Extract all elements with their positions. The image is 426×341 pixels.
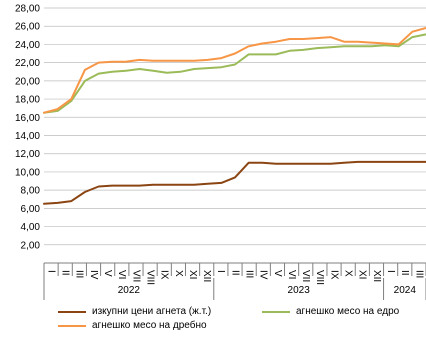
x-tick-label-25: II [399, 270, 410, 276]
y-tick-label-5: 12,00 [15, 149, 40, 160]
x-tick-label-9: X [173, 270, 184, 277]
legend-swatch-retail [58, 324, 86, 327]
y-tick-label-2: 6,00 [21, 204, 41, 215]
x-tick-label-17: VI [286, 270, 297, 279]
y-tick-label-6: 14,00 [15, 131, 40, 142]
year-label-1: 2023 [288, 285, 311, 296]
x-tick-label-20: IX [328, 270, 339, 280]
x-tick-label-1: II [60, 270, 71, 276]
x-tick-label-5: VI [116, 270, 127, 279]
x-tick-label-15: IV [258, 270, 269, 280]
x-tick-label-16: V [272, 270, 283, 277]
y-tick-label-0: 2,00 [21, 240, 41, 251]
legend-item-wholesale: агнешко месо на едро [262, 306, 399, 317]
y-tick-label-10: 22,00 [15, 58, 40, 69]
x-tick-label-23: XII [371, 270, 382, 282]
legend-swatch-wholesale [262, 310, 290, 313]
x-tick-label-10: XI [187, 270, 198, 279]
series-line-2 [43, 27, 426, 114]
y-tick-label-13: 28,00 [15, 4, 40, 15]
x-tick-label-21: X [343, 270, 354, 277]
x-tick-label-3: IV [88, 270, 99, 280]
x-tick-label-14: III [244, 270, 255, 278]
x-tick-label-26: III [413, 270, 424, 278]
x-tick-label-4: V [102, 270, 113, 277]
x-tick-label-12: I [215, 270, 226, 273]
legend-item-purchase-prices: изкупни цени агнета (ж.т.) [58, 306, 211, 317]
y-tick-label-8: 18,00 [15, 95, 40, 106]
x-tick-label-13: II [229, 270, 240, 276]
y-tick-label-4: 10,00 [15, 167, 40, 178]
y-tick-label-11: 24,00 [15, 40, 40, 51]
x-tick-label-22: XI [357, 270, 368, 279]
x-tick-label-18: VII [300, 270, 311, 282]
x-tick-label-6: VII [130, 270, 141, 282]
y-tick-label-1: 4,00 [21, 222, 41, 233]
year-label-2: 2024 [394, 285, 417, 296]
year-label-0: 2022 [118, 285, 141, 296]
legend-label-purchase-prices: изкупни цени агнета (ж.т.) [92, 306, 212, 317]
y-tick-label-12: 26,00 [15, 22, 40, 33]
x-tick-label-0: I [45, 270, 56, 273]
x-tick-label-7: VIII [144, 270, 155, 285]
x-tick-label-2: III [74, 270, 85, 278]
x-tick-label-24: I [385, 270, 396, 273]
legend-label-wholesale: агнешко месо на едро [296, 306, 400, 317]
x-tick-label-11: XII [201, 270, 212, 282]
x-tick-label-8: IX [159, 270, 170, 280]
series-line-1 [43, 33, 426, 114]
y-tick-label-7: 16,00 [15, 113, 40, 124]
series-line-0 [43, 160, 426, 205]
legend-swatch-purchase-prices [58, 310, 86, 313]
y-tick-label-9: 20,00 [15, 76, 40, 87]
x-tick-label-19: VIII [314, 270, 325, 285]
legend-item-retail: агнешко месо на дребно [58, 320, 207, 331]
legend-label-retail: агнешко месо на дребно [92, 320, 207, 331]
y-tick-label-3: 8,00 [21, 186, 41, 197]
